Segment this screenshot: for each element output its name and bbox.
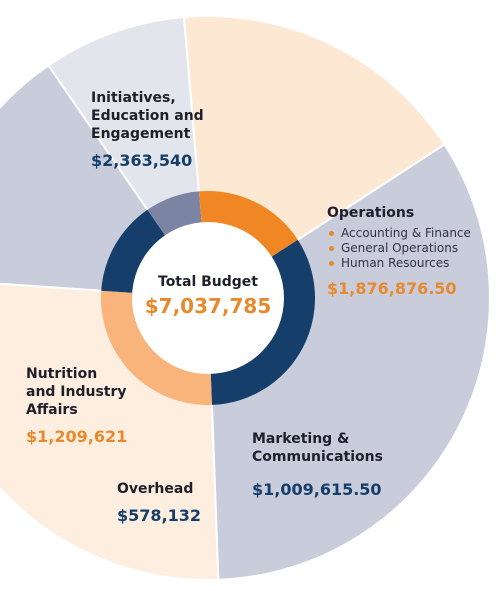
operations-item: General Operations xyxy=(327,241,492,256)
slice-name-line: Overhead xyxy=(117,481,194,497)
slice-label-marketing: Marketing & Communications $1,009,615.50 xyxy=(252,430,383,499)
center-total: $7,037,785 xyxy=(144,294,272,318)
slice-name-line: Operations xyxy=(327,205,415,221)
bullet-icon xyxy=(329,246,334,251)
slice-name-line: Nutrition xyxy=(26,366,98,382)
operations-items: Accounting & Finance General Operations … xyxy=(327,226,492,271)
slice-label-operations: Operations Accounting & Finance General … xyxy=(327,204,492,298)
slice-name-line: and Industry xyxy=(26,384,127,400)
operations-item: Human Resources xyxy=(327,256,492,271)
slice-label-nutrition: Nutrition and Industry Affairs $1,209,62… xyxy=(26,365,127,446)
slice-name-line: Engagement xyxy=(91,126,191,142)
slice-label-initiatives: Initiatives, Education and Engagement $2… xyxy=(91,89,204,170)
slice-label-overhead: Overhead $578,132 xyxy=(117,480,201,525)
center-title: Total Budget xyxy=(158,274,258,290)
center-hole xyxy=(132,222,284,374)
slice-name-line: Marketing & xyxy=(252,431,350,447)
slice-value: $578,132 xyxy=(117,506,202,525)
slice-value: $1,009,615.50 xyxy=(252,480,382,499)
bullet-icon xyxy=(329,231,334,236)
operations-item: Accounting & Finance xyxy=(327,226,492,241)
slice-name-line: Affairs xyxy=(26,402,78,418)
slice-value: $1,876,876.50 xyxy=(327,279,457,298)
slice-name-line: Communications xyxy=(252,449,383,465)
slice-name-line: Initiatives, xyxy=(91,90,176,106)
bullet-icon xyxy=(329,261,334,266)
slice-value: $1,209,621 xyxy=(26,427,128,446)
slice-name-line: Education and xyxy=(91,108,204,124)
center-label: Total Budget $7,037,785 xyxy=(134,274,282,318)
slice-value: $2,363,540 xyxy=(91,151,193,170)
